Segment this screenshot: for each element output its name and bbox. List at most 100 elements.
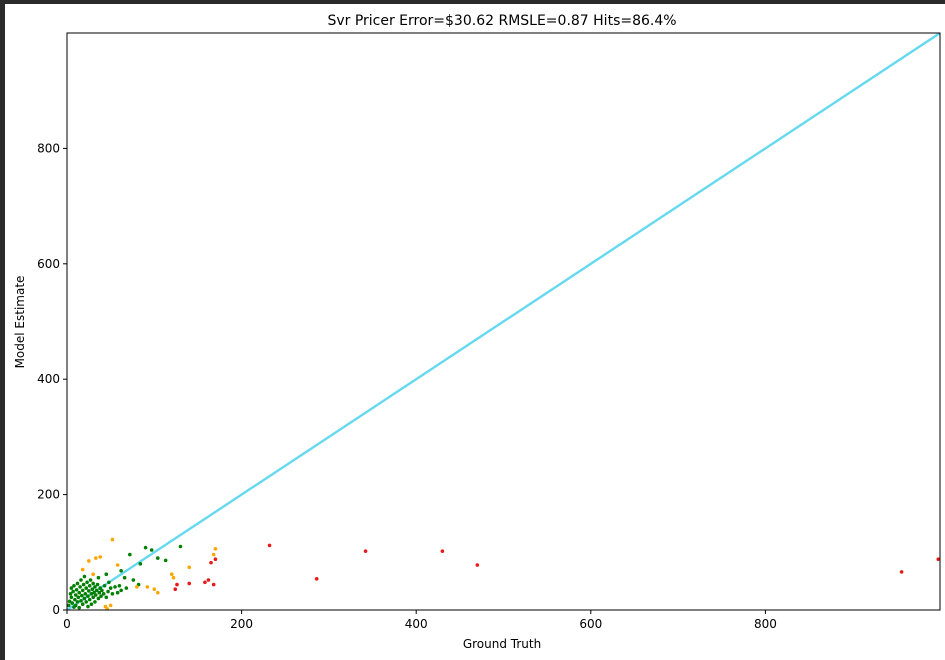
data-point-green xyxy=(99,594,103,598)
data-point-green xyxy=(76,595,81,600)
data-point-green xyxy=(97,590,102,595)
data-point-green xyxy=(77,590,82,595)
data-points xyxy=(67,537,940,610)
data-point-orange xyxy=(87,559,91,563)
x-tick-label: 200 xyxy=(230,617,253,631)
data-point-green xyxy=(68,592,73,596)
data-point-green xyxy=(78,585,82,589)
data-point-green xyxy=(108,586,113,590)
data-point-green xyxy=(80,588,85,593)
data-point-green xyxy=(79,598,83,603)
data-point-green xyxy=(102,583,107,588)
data-point-green xyxy=(178,544,183,549)
data-point-orange xyxy=(105,607,109,610)
figure-canvas xyxy=(5,4,945,660)
data-point-orange xyxy=(94,556,98,560)
data-point-green xyxy=(104,595,109,600)
reference-line xyxy=(67,33,940,610)
data-point-green xyxy=(84,600,89,604)
data-point-green xyxy=(86,604,90,609)
data-point-red xyxy=(213,557,218,562)
data-point-green xyxy=(131,578,136,582)
data-point-orange xyxy=(110,537,115,542)
data-point-green xyxy=(84,586,89,590)
data-point-green xyxy=(163,558,168,563)
data-point-green xyxy=(67,603,71,608)
data-point-green xyxy=(87,583,92,588)
data-point-green xyxy=(94,593,98,597)
data-point-green xyxy=(75,600,80,604)
data-point-green xyxy=(79,578,83,582)
data-point-green xyxy=(82,574,87,579)
data-point-green xyxy=(91,581,95,586)
data-point-red xyxy=(475,563,480,567)
data-point-green xyxy=(117,583,122,588)
data-point-green xyxy=(87,589,91,593)
data-point-green xyxy=(70,601,75,605)
data-point-green xyxy=(80,593,84,598)
data-point-green xyxy=(73,597,77,602)
data-point-green xyxy=(119,568,123,573)
data-point-red xyxy=(211,582,216,587)
data-point-red xyxy=(206,578,211,582)
y-tick-label: 800 xyxy=(37,141,60,155)
data-point-orange xyxy=(108,603,113,608)
data-point-orange xyxy=(91,572,95,577)
data-point-green xyxy=(89,602,94,607)
data-point-green xyxy=(88,578,93,582)
data-point-green xyxy=(73,603,78,608)
y-tick-label: 0 xyxy=(52,603,60,617)
data-point-orange xyxy=(152,587,157,592)
data-point-red xyxy=(363,549,368,553)
y-tick-label: 600 xyxy=(37,257,60,271)
data-point-green xyxy=(85,580,89,585)
data-point-green xyxy=(143,545,148,550)
data-point-orange xyxy=(169,572,174,577)
x-tick-label: 400 xyxy=(405,617,428,631)
data-point-green xyxy=(119,588,123,593)
data-point-green xyxy=(75,581,80,586)
data-point-green xyxy=(96,596,101,601)
plot-area: 0 200 400 600 800 0 200 400 600 800 xyxy=(37,32,941,631)
data-point-green xyxy=(149,548,154,552)
data-point-green xyxy=(110,592,115,596)
data-point-green xyxy=(73,593,78,597)
data-point-green xyxy=(67,599,72,604)
data-point-green xyxy=(81,582,86,587)
data-point-red xyxy=(203,580,207,585)
axes-frame xyxy=(66,32,941,611)
data-point-green xyxy=(122,575,127,580)
data-point-green xyxy=(77,605,82,610)
data-point-green xyxy=(83,592,88,596)
data-point-orange xyxy=(213,547,218,551)
data-point-green xyxy=(86,594,90,598)
data-point-green xyxy=(113,585,117,589)
data-point-green xyxy=(107,580,111,585)
data-point-red xyxy=(187,581,192,586)
data-point-orange xyxy=(98,555,102,559)
data-point-red xyxy=(936,557,940,562)
data-point-orange xyxy=(171,575,176,580)
data-point-green xyxy=(80,602,85,607)
data-point-orange xyxy=(187,565,192,570)
y-axis-label: Model Estimate xyxy=(13,276,27,369)
data-point-green xyxy=(91,595,95,600)
data-point-green xyxy=(74,588,79,592)
data-point-green xyxy=(72,583,76,588)
data-point-green xyxy=(115,590,120,595)
data-point-green xyxy=(90,587,95,592)
data-point-red xyxy=(267,543,272,548)
data-point-green xyxy=(124,586,129,590)
data-point-green xyxy=(82,596,87,601)
data-point-red xyxy=(209,560,213,565)
data-point-orange xyxy=(135,585,139,589)
data-point-orange xyxy=(211,552,216,557)
data-point-orange xyxy=(115,563,120,567)
data-point-red xyxy=(314,577,319,581)
data-point-orange xyxy=(80,567,85,572)
data-point-red xyxy=(440,549,445,553)
data-point-red xyxy=(175,582,179,587)
chart-title: Svr Pricer Error=$30.62 RMSLE=0.87 Hits=… xyxy=(327,13,676,29)
data-point-green xyxy=(71,589,75,594)
data-point-green xyxy=(101,592,106,596)
